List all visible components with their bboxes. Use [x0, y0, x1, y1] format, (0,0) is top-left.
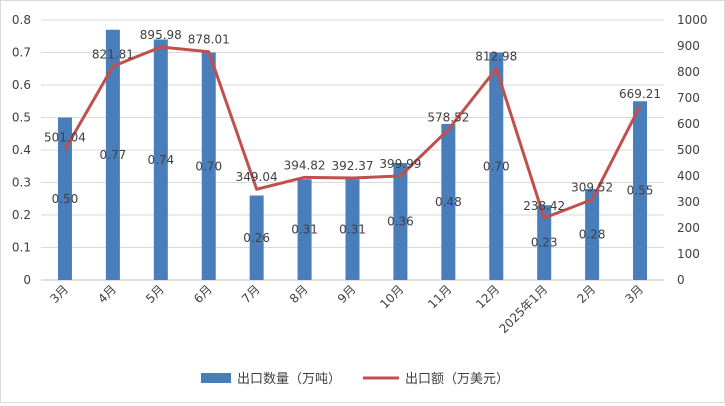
category-label: 9月 — [335, 282, 359, 306]
category-label: 3月 — [47, 282, 71, 306]
bar — [345, 179, 360, 280]
category-label: 12月 — [473, 282, 502, 311]
category-label: 2025年1月 — [496, 282, 550, 336]
bar — [393, 163, 408, 280]
category-label: 11月 — [425, 282, 454, 311]
bar-data-labels: 0.50 0.77 0.74 0.70 0.26 0.31 0.31 0.36 0.48 0.70… — [52, 148, 654, 250]
line-value-label: 309.52 — [571, 181, 613, 195]
left-axis-tick-label: 0 — [23, 273, 31, 287]
bar-value-label: 0.77 — [100, 148, 127, 162]
right-axis-tick-label: 600 — [677, 117, 700, 131]
line-value-label: 501.04 — [44, 131, 86, 145]
line-value-label: 895.98 — [140, 28, 182, 42]
right-axis-tick-label: 400 — [677, 169, 700, 183]
left-axis-tick-label: 0.1 — [12, 241, 31, 255]
bar — [297, 179, 312, 280]
line-value-label: 812.98 — [475, 50, 517, 64]
bar-value-label: 0.55 — [627, 184, 654, 198]
bar — [249, 195, 264, 280]
left-axis-tick-label: 0.7 — [12, 46, 31, 60]
right-axis-tick-label: 1000 — [677, 13, 708, 27]
legend-label-line: 出口额（万美元） — [405, 372, 509, 387]
line-value-label: 669.21 — [619, 87, 661, 101]
category-label: 10月 — [377, 282, 406, 311]
bar — [537, 205, 552, 280]
left-axis-tick-label: 0.6 — [12, 78, 31, 92]
right-axis-tick-label: 300 — [677, 195, 700, 209]
bar-value-label: 0.74 — [147, 153, 174, 167]
left-axis-tick-label: 0.3 — [12, 176, 31, 190]
category-label: 7月 — [239, 282, 263, 306]
legend-label-bar: 出口数量（万吨） — [237, 372, 341, 387]
legend-swatch-bar — [201, 373, 231, 383]
line-value-label: 878.01 — [188, 33, 230, 47]
right-axis-tick-label: 500 — [677, 143, 700, 157]
line-value-label: 399.99 — [379, 157, 421, 171]
line-value-label: 821.81 — [92, 47, 134, 61]
category-label: 2月 — [574, 282, 598, 306]
left-axis-tick-label: 0.4 — [12, 143, 31, 157]
line-value-label: 238.42 — [523, 199, 565, 213]
bar — [441, 124, 456, 280]
bar — [153, 39, 168, 280]
line-data-labels: 501.04 821.81 895.98 878.01 349.04 394.82 392.… — [44, 28, 661, 213]
right-axis-tick-label: 800 — [677, 65, 700, 79]
legend: 出口数量（万吨） 出口额（万美元） — [201, 372, 509, 387]
right-axis-tick-label: 0 — [677, 273, 685, 287]
left-axis-tick-label: 0.2 — [12, 208, 31, 222]
category-label: 6月 — [191, 282, 215, 306]
bar-value-label: 0.50 — [52, 192, 79, 206]
bar-value-label: 0.26 — [243, 231, 270, 245]
bar — [57, 117, 72, 280]
line-value-label: 578.52 — [427, 111, 469, 125]
category-label: 4月 — [95, 282, 119, 306]
line-value-label: 349.04 — [236, 170, 278, 184]
right-axis-tick-label: 700 — [677, 91, 700, 105]
category-label: 8月 — [287, 282, 311, 306]
bar-value-label: 0.28 — [579, 228, 606, 242]
bar — [633, 101, 648, 280]
right-axis-ticks: 0 100 200 300 400 500 600 700 800 900 1000 — [677, 13, 708, 287]
line-series — [63, 45, 642, 220]
bar — [489, 52, 504, 280]
left-axis-ticks: 0 0.1 0.2 0.3 0.4 0.5 0.6 0.7 0.8 — [12, 13, 31, 287]
bar-value-label: 0.36 — [387, 215, 414, 229]
line-value-label: 392.37 — [332, 159, 374, 173]
right-axis-tick-label: 100 — [677, 247, 700, 261]
bar — [201, 52, 216, 280]
category-label: 5月 — [143, 282, 167, 306]
category-label: 3月 — [622, 282, 646, 306]
gridlines — [41, 19, 664, 281]
right-axis-tick-label: 200 — [677, 221, 700, 235]
bar-value-label: 0.31 — [339, 223, 366, 237]
left-axis-tick-label: 0.5 — [12, 111, 31, 125]
bar-value-label: 0.48 — [435, 195, 462, 209]
bar — [105, 29, 120, 280]
right-axis-tick-label: 900 — [677, 39, 700, 53]
bar-value-label: 0.31 — [291, 223, 318, 237]
left-axis-tick-label: 0.8 — [12, 13, 31, 27]
bar — [585, 189, 600, 280]
bar-value-label: 0.70 — [195, 159, 222, 173]
bar-series — [57, 29, 648, 280]
bar-value-label: 0.70 — [483, 159, 510, 173]
line-path — [63, 45, 642, 220]
line-value-label: 394.82 — [284, 158, 326, 172]
bar-value-label: 0.23 — [531, 236, 558, 250]
